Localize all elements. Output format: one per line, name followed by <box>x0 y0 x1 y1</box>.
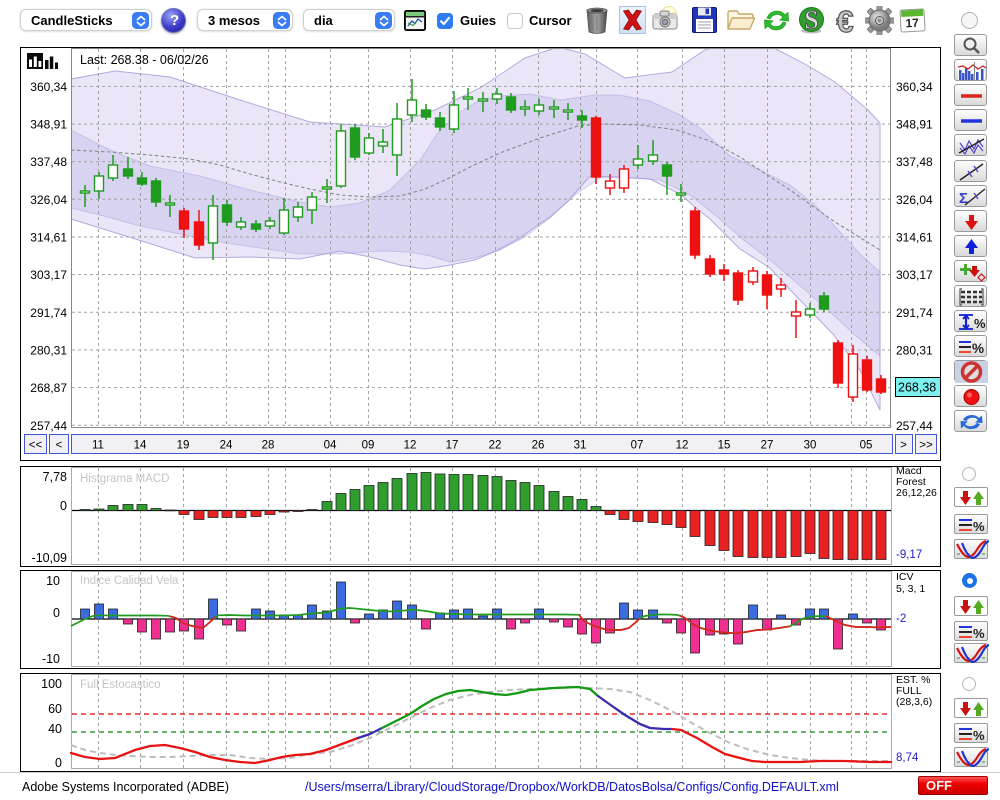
svg-text:303,17: 303,17 <box>896 268 933 282</box>
svg-text:280,31: 280,31 <box>30 344 67 358</box>
svg-text:€: € <box>836 6 853 35</box>
svg-text:12: 12 <box>676 440 689 452</box>
svg-text:12: 12 <box>404 440 417 452</box>
svg-text:257,44: 257,44 <box>30 419 67 433</box>
svg-text:22: 22 <box>489 440 502 452</box>
svg-text:%: % <box>972 341 984 356</box>
svg-text:(28,3,6): (28,3,6) <box>896 696 932 708</box>
svg-text:-10,09: -10,09 <box>32 551 67 565</box>
svg-text:0: 0 <box>55 756 62 770</box>
svg-text:04: 04 <box>324 440 337 452</box>
svg-text:ICV: ICV <box>896 571 914 583</box>
svg-text:FULL: FULL <box>896 685 922 697</box>
svg-text:14: 14 <box>134 440 147 452</box>
svg-text:24: 24 <box>220 440 233 452</box>
svg-text:268,38: 268,38 <box>898 381 936 395</box>
svg-text:7,78: 7,78 <box>43 470 67 484</box>
svg-text:360,34: 360,34 <box>896 80 933 94</box>
svg-text:26: 26 <box>532 440 545 452</box>
svg-text:Macd: Macd <box>896 465 922 477</box>
svg-text:31: 31 <box>574 440 587 452</box>
svg-text:314,61: 314,61 <box>896 231 933 245</box>
svg-text:-10: -10 <box>42 652 60 666</box>
svg-text:%: % <box>973 519 985 534</box>
svg-text:337,48: 337,48 <box>30 155 67 169</box>
svg-text:314,61: 314,61 <box>30 231 67 245</box>
svg-text:326,04: 326,04 <box>896 193 933 207</box>
svg-text:348,91: 348,91 <box>896 118 933 132</box>
svg-text:291,74: 291,74 <box>30 306 67 320</box>
svg-text:>>: >> <box>919 440 933 452</box>
svg-text:-2: -2 <box>896 613 906 625</box>
svg-text:100: 100 <box>41 677 62 691</box>
svg-text:28: 28 <box>262 440 275 452</box>
svg-text:26,12,26: 26,12,26 <box>896 487 937 499</box>
svg-text:Histgrama MACD: Histgrama MACD <box>80 473 169 485</box>
svg-text:Last: 268.38 - 06/02/26: Last: 268.38 - 06/02/26 <box>80 53 209 67</box>
svg-text:326,04: 326,04 <box>30 193 67 207</box>
svg-text:%: % <box>974 316 986 331</box>
svg-text:257,44: 257,44 <box>896 419 933 433</box>
svg-text:Full Estocastico: Full Estocastico <box>80 679 161 691</box>
svg-text:337,48: 337,48 <box>896 155 933 169</box>
svg-text:0: 0 <box>60 499 67 513</box>
svg-text:EST. %: EST. % <box>896 674 930 686</box>
svg-text:Forest: Forest <box>896 476 926 488</box>
svg-text:280,31: 280,31 <box>896 344 933 358</box>
svg-text:-9,17: -9,17 <box>896 549 922 561</box>
svg-text:<: < <box>56 440 63 452</box>
svg-text:>: > <box>900 440 907 452</box>
svg-text:348,91: 348,91 <box>30 118 67 132</box>
svg-text:15: 15 <box>718 440 731 452</box>
svg-text:27: 27 <box>761 440 774 452</box>
svg-text:%: % <box>973 728 985 743</box>
svg-text:09: 09 <box>362 440 375 452</box>
svg-text:<<: << <box>29 440 43 452</box>
svg-text:%: % <box>973 626 985 641</box>
svg-text:8,74: 8,74 <box>896 752 919 764</box>
svg-text:17: 17 <box>905 16 919 31</box>
svg-text:0: 0 <box>53 606 60 620</box>
svg-text:19: 19 <box>177 440 190 452</box>
svg-text:40: 40 <box>48 722 62 736</box>
svg-text:303,17: 303,17 <box>30 268 67 282</box>
svg-text:Σ: Σ <box>959 190 968 207</box>
svg-text:291,74: 291,74 <box>896 306 933 320</box>
svg-text:05: 05 <box>860 440 873 452</box>
svg-text:268,87: 268,87 <box>30 381 67 395</box>
svg-text:S: S <box>804 6 818 35</box>
svg-text:07: 07 <box>631 440 644 452</box>
svg-text:17: 17 <box>446 440 459 452</box>
svg-text:5, 3, 1: 5, 3, 1 <box>896 583 925 595</box>
svg-text:30: 30 <box>804 440 817 452</box>
svg-text:60: 60 <box>48 702 62 716</box>
svg-text:Indice Calidad Vela: Indice Calidad Vela <box>80 575 179 587</box>
svg-text:10: 10 <box>46 574 60 588</box>
svg-text:360,34: 360,34 <box>30 80 67 94</box>
svg-text:11: 11 <box>92 440 104 452</box>
